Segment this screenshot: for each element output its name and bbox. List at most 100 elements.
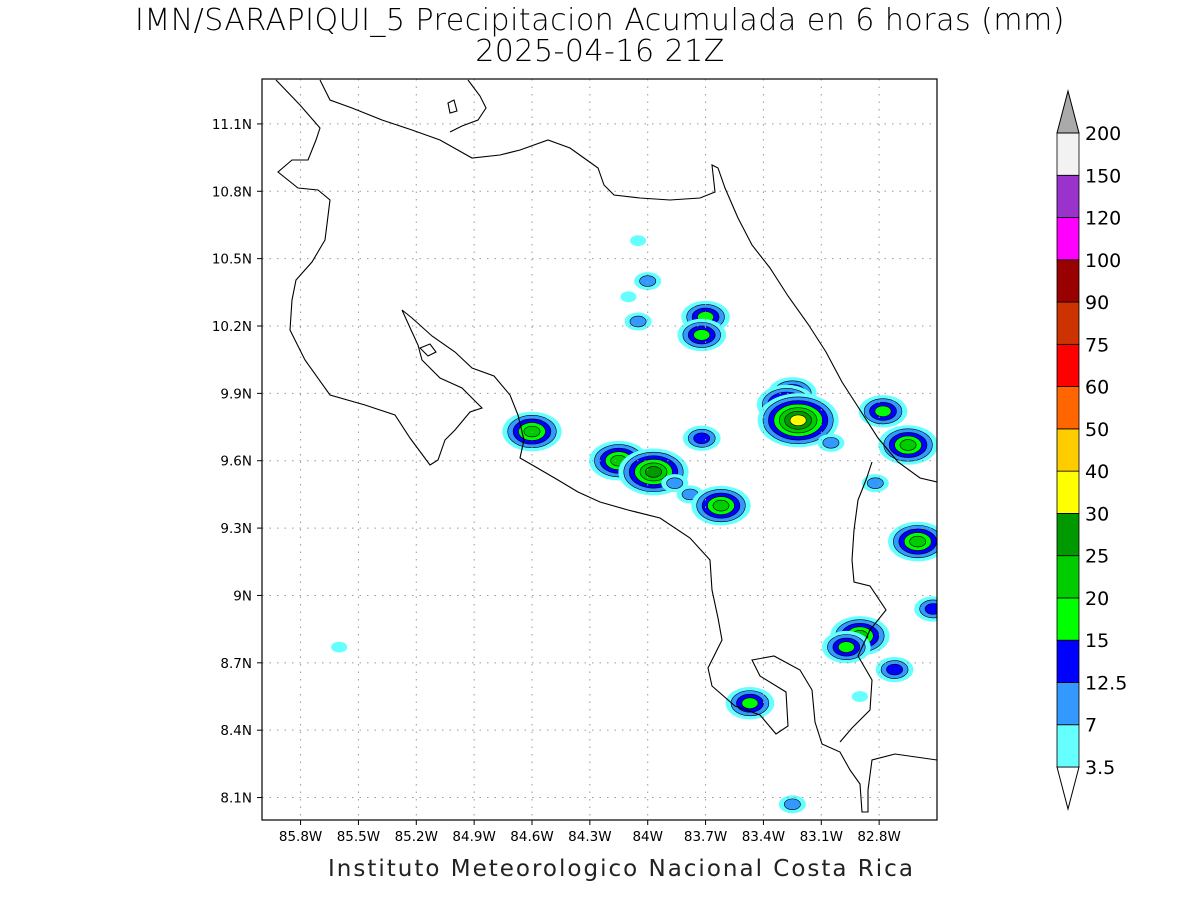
colorbar-label: 100 (1085, 250, 1121, 272)
colorbar-box (1056, 428, 1080, 472)
colorbar-label: 12.5 (1085, 672, 1127, 694)
lon-tick-label: 85.5W (337, 829, 380, 845)
precip-cell (691, 485, 751, 526)
precip-contour (741, 697, 759, 709)
colorbar-box (1056, 217, 1080, 261)
precip-contour (851, 691, 868, 702)
colorbar-box (1056, 597, 1080, 641)
lat-tick-label: 10.8N (212, 184, 252, 200)
lat-tick-label: 11.1N (212, 117, 252, 133)
precip-contour (886, 663, 903, 676)
colorbar-label: 3.5 (1085, 757, 1115, 779)
precip-cell (634, 272, 662, 291)
map-title: IMN/SARAPIQUI_5 Precipitacion Acumulada … (135, 3, 1065, 38)
precip-cell (331, 641, 348, 653)
lat-tick-label: 9.9N (220, 386, 252, 402)
panama-border (839, 461, 887, 743)
colorbar-box (1056, 639, 1080, 683)
precip-cell (888, 521, 937, 562)
lon-tick-label: 84W (632, 829, 663, 845)
colorbar-label: 20 (1085, 588, 1109, 610)
lat-tick-label: 9.6N (220, 454, 252, 470)
colorbar-label: 60 (1085, 377, 1109, 399)
precip-contour (693, 329, 711, 341)
precip-cell (620, 291, 637, 303)
lon-tick-label: 84.9W (452, 829, 495, 845)
precip-contour (909, 535, 927, 548)
colorbar-label: 50 (1085, 419, 1109, 441)
nicaragua-lake-shore (449, 79, 487, 133)
costa-rica-outline (275, 79, 937, 813)
map-frame (261, 78, 938, 821)
precip-cell (725, 687, 775, 720)
axis-labels: 85.8W 85.5W 85.2W 84.9W 84.6W 84.3W 84W 83.7W 83… (212, 117, 901, 845)
precip-cell (817, 433, 845, 452)
precip-cell (875, 656, 914, 683)
precip-cell (861, 474, 889, 493)
precip-cell (682, 425, 721, 451)
precip-contour (874, 405, 892, 418)
lat-tick-label: 8.1N (220, 791, 252, 807)
precip-contour (837, 641, 855, 653)
lat-tick-label: 8.4N (220, 723, 252, 739)
precip-cell (878, 425, 937, 465)
colorbar-box (1056, 682, 1080, 726)
precip-contour (331, 641, 348, 653)
map-subtitle-date: 2025-04-16 21Z (475, 34, 725, 69)
colorbar-label: 120 (1085, 208, 1121, 230)
lat-tick-label: 8.7N (220, 656, 252, 672)
precip-contour (866, 477, 884, 489)
colorbar-box (1056, 343, 1080, 388)
colorbar-box (1056, 301, 1080, 345)
colorbar-legend: 3.5 7 12.5 15 20 25 30 40 50 60 75 90 100 120 150 200 (1056, 89, 1127, 811)
precip-contour (629, 315, 647, 328)
colorbar-upper-arrow (1056, 89, 1080, 134)
precipitation-layer (331, 235, 937, 814)
lat-tick-label: 10.5N (212, 252, 252, 268)
colorbar-label: 150 (1085, 165, 1121, 187)
precip-contour (822, 437, 840, 449)
colorbar-box (1056, 555, 1080, 599)
precip-contour (629, 235, 647, 247)
colorbar-box (1056, 174, 1080, 218)
precip-contour (899, 439, 917, 451)
precip-cell (778, 795, 806, 814)
lon-tick-label: 85.8W (279, 829, 322, 845)
colorbar-lower-arrow (1056, 766, 1080, 811)
colorbar-box (1056, 132, 1080, 176)
chira-island (419, 343, 437, 357)
island-marker (447, 99, 458, 114)
precip-contour (639, 275, 657, 287)
lon-tick-label: 84.3W (568, 829, 611, 845)
grid-lines (262, 79, 937, 820)
lon-tick-label: 82.8W (857, 829, 900, 845)
precip-cell (822, 630, 871, 664)
lat-tick-label: 9N (233, 588, 252, 604)
precip-contour (620, 291, 637, 303)
lat-tick-label: 10.2N (212, 319, 252, 335)
lon-tick-label: 83.1W (800, 829, 843, 845)
caribbean-coast (319, 79, 937, 483)
lon-tick-label: 85.2W (395, 829, 438, 845)
colorbar-label: 75 (1085, 334, 1109, 356)
lon-tick-label: 83.7W (684, 829, 727, 845)
precip-contour (789, 414, 807, 427)
precip-cell (858, 395, 908, 428)
precip-cell (914, 596, 937, 622)
colorbar-label: 40 (1085, 461, 1109, 483)
precip-cell (851, 691, 868, 702)
colorbar-label: 7 (1085, 715, 1097, 737)
precip-contour (924, 603, 937, 615)
colorbar-box (1056, 386, 1080, 430)
lon-tick-label: 83.4W (742, 829, 785, 845)
footer-credit: Instituto Meteorologico Nacional Costa R… (328, 856, 915, 882)
precip-cell (757, 393, 839, 448)
lon-tick-label: 84.6W (510, 829, 553, 845)
colorbar-label: 15 (1085, 630, 1109, 652)
precip-cell (629, 235, 647, 247)
colorbar-box (1056, 724, 1080, 768)
precip-contour (783, 798, 801, 810)
lat-tick-label: 9.3N (220, 521, 252, 537)
colorbar-label: 90 (1085, 292, 1109, 314)
